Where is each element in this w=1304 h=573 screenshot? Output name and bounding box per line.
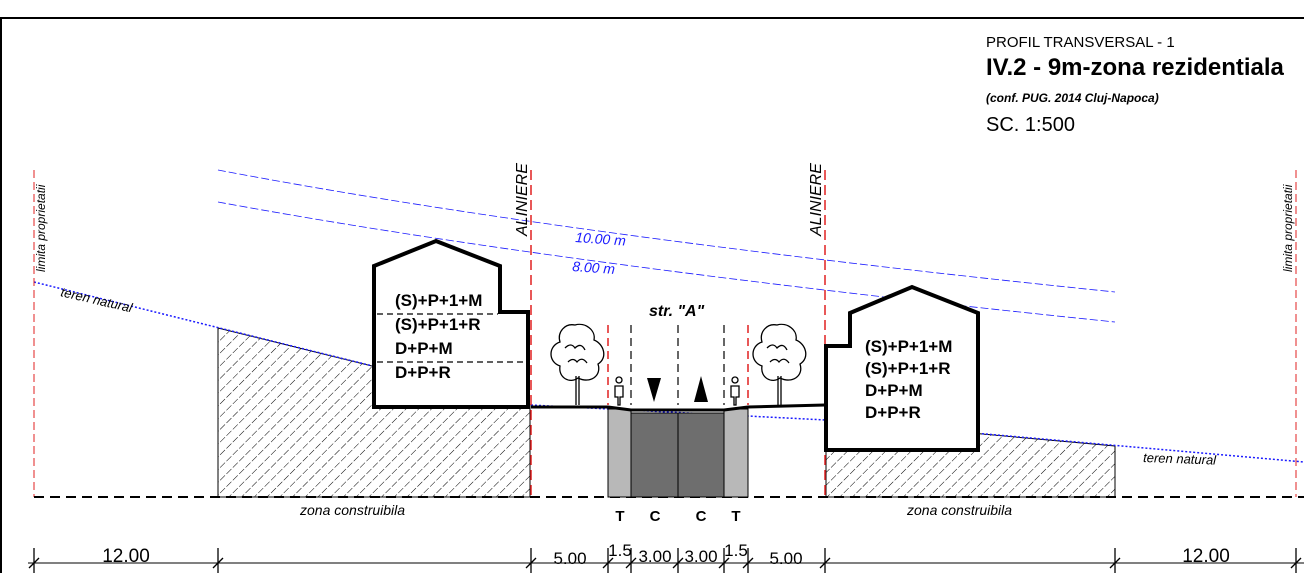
carriageway-lane-right xyxy=(677,412,725,498)
carriageway-lane-left xyxy=(630,412,679,498)
building-right-regime-1: (S)+P+1+M xyxy=(865,337,952,356)
pedestrian-icon-left xyxy=(614,376,624,406)
lane-code-carriageway-right: C xyxy=(696,508,707,525)
drawing-reference: (conf. PUG. 2014 Cluj-Napoca) xyxy=(986,91,1159,105)
tree-icon-left xyxy=(550,323,605,405)
drawing-subtitle: PROFIL TRANSVERSAL - 1 xyxy=(986,34,1175,51)
alignment-label-right: ALINIERE xyxy=(808,163,825,237)
arrow-up-icon xyxy=(694,376,708,402)
natural-terrain-label-left: teren natural xyxy=(59,284,135,315)
arrow-down-icon xyxy=(647,378,661,402)
property-limit-label-right: limita proprietatii xyxy=(1281,184,1295,272)
natural-terrain-label-right: teren natural xyxy=(1143,450,1218,468)
dimension-segment-6: 5.00 xyxy=(769,549,802,568)
dimension-segment-3: 3.00 xyxy=(638,547,671,566)
building-right-regime-3: D+P+M xyxy=(865,381,923,400)
building-left-outline xyxy=(372,238,530,409)
building-right-outline xyxy=(824,284,980,452)
buildable-zone-label-left: zona construibila xyxy=(299,502,405,518)
sidewalk-right xyxy=(723,408,749,498)
height-10m-label: 10.00 m xyxy=(575,229,627,249)
drawing-scale: SC. 1:500 xyxy=(986,114,1075,136)
building-left-regime-3: D+P+M xyxy=(395,339,453,358)
dimension-segment-1: 5.00 xyxy=(553,549,586,568)
height-8m-label: 8.00 m xyxy=(572,258,616,277)
property-limit-label-left: limita proprietatii xyxy=(34,184,48,272)
building-right-regime-2: (S)+P+1+R xyxy=(865,359,951,378)
lane-code-sidewalk-left: T xyxy=(615,508,624,525)
building-left-regime-4: D+P+R xyxy=(395,363,451,382)
pedestrian-icon-right xyxy=(730,376,740,406)
street-name-label: str. "A" xyxy=(649,303,705,320)
lane-code-sidewalk-right: T xyxy=(731,508,740,525)
buildable-zone-label-right: zona construibila xyxy=(906,502,1012,518)
dimension-left-setback: 12.00 xyxy=(102,546,150,567)
lane-code-carriageway-left: C xyxy=(650,508,661,525)
height-line-8m xyxy=(217,201,1116,323)
drawing-frame xyxy=(0,17,1304,573)
dimension-right-setback: 12.00 xyxy=(1182,546,1230,567)
dimension-segment-2: 1.5 xyxy=(608,541,632,560)
alignment-label-left: ALINIERE xyxy=(514,163,531,237)
building-left-regime-2: (S)+P+1+R xyxy=(395,315,481,334)
drawing-title: IV.2 - 9m-zona rezidentiala xyxy=(986,54,1284,81)
dimension-segment-4: 3.00 xyxy=(684,547,717,566)
tree-icon-right xyxy=(752,323,807,405)
dimension-ticks xyxy=(28,548,1302,573)
sidewalk-left xyxy=(607,408,632,498)
building-right-regime-4: D+P+R xyxy=(865,403,921,422)
building-left-regime-1: (S)+P+1+M xyxy=(395,291,482,310)
dimension-segment-5: 1.5 xyxy=(724,541,748,560)
height-line-10m xyxy=(217,169,1116,293)
street-surface-line xyxy=(531,403,826,412)
